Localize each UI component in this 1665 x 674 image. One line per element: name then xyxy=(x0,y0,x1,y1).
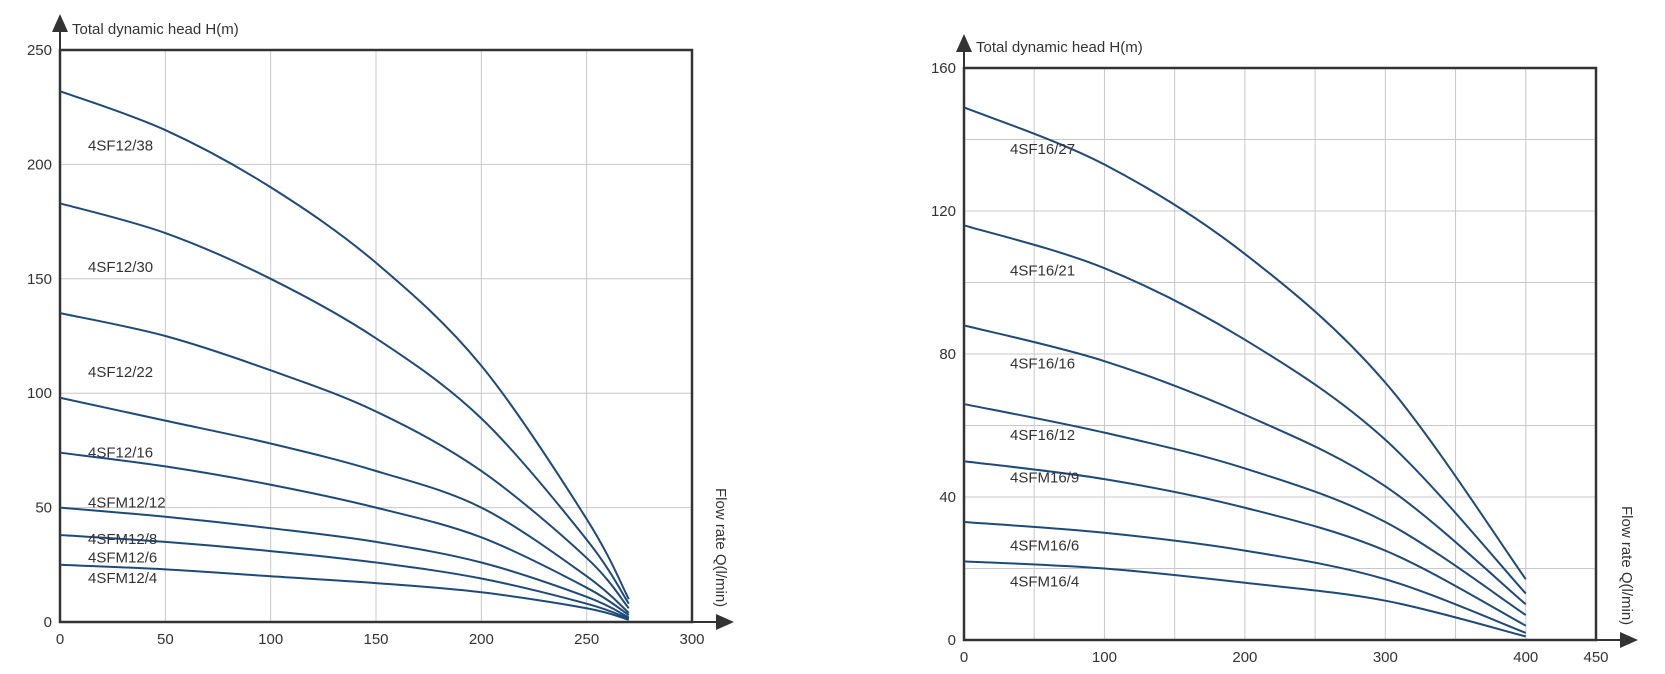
series-label: 4SF12/16 xyxy=(88,444,153,461)
x-tick-label: 150 xyxy=(363,631,388,648)
series-label: 4SF16/27 xyxy=(1010,141,1075,158)
series-label: 4SFM12/12 xyxy=(88,495,166,512)
pump-curve-chart-right: Total dynamic head H(m) Flow rate Q(l/mi… xyxy=(931,34,1638,666)
series-line xyxy=(963,106,1527,580)
series-line xyxy=(963,224,1527,595)
y-axis-title: Total dynamic head H(m) xyxy=(72,21,239,38)
x-axis-title: Flow rate Q(l/min) xyxy=(712,488,729,607)
series-line xyxy=(59,451,630,616)
y-tick-label: 160 xyxy=(931,60,956,77)
x-tick-label: 250 xyxy=(574,631,599,648)
x-tick-label: 50 xyxy=(157,631,174,648)
y-tick-label: 200 xyxy=(27,156,52,173)
y-tick-label: 120 xyxy=(931,203,956,220)
pump-curve-chart-left: Total dynamic head H(m) Flow rate Q(l/mi… xyxy=(27,14,734,648)
y-tick-label: 250 xyxy=(27,42,52,59)
x-tick-label: 450 xyxy=(1583,649,1608,666)
series-label: 4SFM12/8 xyxy=(88,531,157,548)
series-label: 4SFM16/9 xyxy=(1010,470,1079,487)
series-line xyxy=(963,403,1527,616)
x-tick-label: 300 xyxy=(679,631,704,648)
x-tick-label: 100 xyxy=(258,631,283,648)
y-tick-label: 80 xyxy=(939,346,956,363)
series-label: 4SF12/38 xyxy=(88,138,153,155)
series-line xyxy=(59,202,630,605)
x-tick-label: 400 xyxy=(1513,649,1538,666)
y-tick-label: 0 xyxy=(44,614,52,631)
x-tick-label: 200 xyxy=(469,631,494,648)
series-label: 4SF16/16 xyxy=(1010,355,1075,372)
x-tick-label: 0 xyxy=(960,649,968,666)
series-line xyxy=(963,560,1527,638)
series-label: 4SFM12/4 xyxy=(88,570,157,587)
x-tick-label: 300 xyxy=(1373,649,1398,666)
y-tick-label: 40 xyxy=(939,489,956,506)
series-label: 4SF12/22 xyxy=(88,364,153,381)
x-tick-label: 200 xyxy=(1232,649,1257,666)
y-axis-title: Total dynamic head H(m) xyxy=(976,39,1143,56)
series-line xyxy=(963,460,1527,627)
y-tick-label: 50 xyxy=(35,500,52,517)
series-line xyxy=(59,312,630,609)
series-line xyxy=(963,521,1527,634)
series-label: 4SF16/21 xyxy=(1010,262,1075,279)
series-line xyxy=(59,563,630,621)
series-line xyxy=(963,324,1527,606)
x-axis-title: Flow rate Q(l/min) xyxy=(1618,506,1635,625)
series-line xyxy=(59,534,630,620)
series-label: 4SF16/12 xyxy=(1010,427,1075,444)
series-line xyxy=(59,90,630,600)
x-tick-label: 100 xyxy=(1092,649,1117,666)
series-label: 4SFM12/6 xyxy=(88,550,157,567)
y-tick-label: 0 xyxy=(948,632,956,649)
x-tick-label: 0 xyxy=(56,631,64,648)
series-label: 4SFM16/6 xyxy=(1010,538,1079,555)
y-tick-label: 100 xyxy=(27,385,52,402)
series-label: 4SF12/30 xyxy=(88,259,153,276)
series-line xyxy=(59,396,630,614)
series-label: 4SFM16/4 xyxy=(1010,573,1079,590)
y-tick-label: 150 xyxy=(27,271,52,288)
series-line xyxy=(59,506,630,619)
